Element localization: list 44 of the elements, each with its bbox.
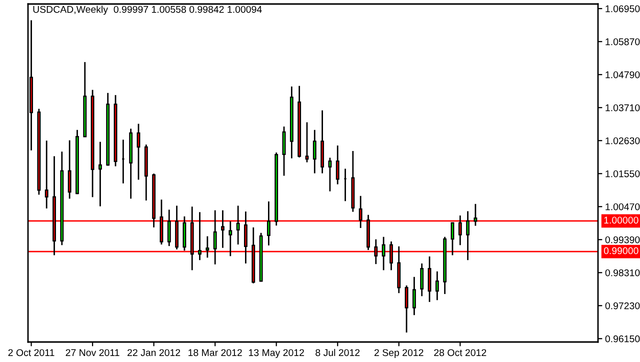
- candlestick: [404, 284, 408, 334]
- y-tick-label: 0.97230: [605, 302, 640, 310]
- ref-line-label: 1.00000: [604, 216, 638, 224]
- candlestick: [450, 222, 454, 256]
- candlestick: [228, 220, 232, 257]
- y-tick-label: 1.03710: [606, 104, 640, 112]
- x-tick-label: 18 Mar 2012: [188, 349, 242, 356]
- x-tick-label: 22 Jan 2012: [128, 349, 180, 356]
- candlestick: [167, 208, 171, 247]
- y-tick-label: 1.06950: [606, 5, 640, 12]
- ref-line-label: 0.99000: [604, 247, 638, 254]
- candlestick: [312, 129, 316, 174]
- x-tick-label: 13 May 2012: [248, 349, 304, 358]
- candlestick: [98, 141, 102, 208]
- candlestick: [435, 270, 439, 301]
- candlestick: [336, 144, 340, 185]
- y-tick-label: 0.98310: [605, 269, 640, 276]
- y-tick-label: 1.05870: [606, 38, 640, 46]
- x-tick-label: 27 Nov 2011: [66, 349, 120, 356]
- chart-title: USDCAD,Weekly 0.99997 1.00558 0.99842 1.00094: [33, 6, 262, 15]
- candlestick: [420, 262, 424, 297]
- y-tick-label: 1.00470: [606, 203, 640, 210]
- candlestick: [305, 122, 309, 163]
- y-tick-label: 1.01550: [606, 170, 640, 178]
- candlestick: [474, 203, 478, 227]
- candlestick: [266, 200, 270, 246]
- x-tick-label: 8 Jul 2012: [316, 348, 360, 356]
- candlestick: [44, 140, 48, 210]
- candlestick: [68, 140, 72, 200]
- candlestick: [198, 211, 202, 261]
- candlestick: [412, 276, 416, 316]
- y-tick-label: 1.04790: [606, 71, 640, 78]
- candlestick: [328, 157, 332, 192]
- y-tick-label: 1.02630: [606, 137, 640, 144]
- x-tick-label: 28 Oct 2012: [434, 349, 486, 356]
- candlestick: [206, 236, 210, 258]
- x-tick-label: 2 Oct 2011: [8, 349, 54, 356]
- candlestick: [213, 210, 217, 266]
- x-tick-label: 2 Sep 2012: [374, 349, 424, 358]
- y-tick-label: 0.99390: [605, 236, 640, 244]
- y-tick-label: 0.96150: [605, 335, 640, 342]
- candlestick: [236, 205, 240, 246]
- candlestick: [382, 236, 386, 271]
- candlestick: [466, 210, 470, 261]
